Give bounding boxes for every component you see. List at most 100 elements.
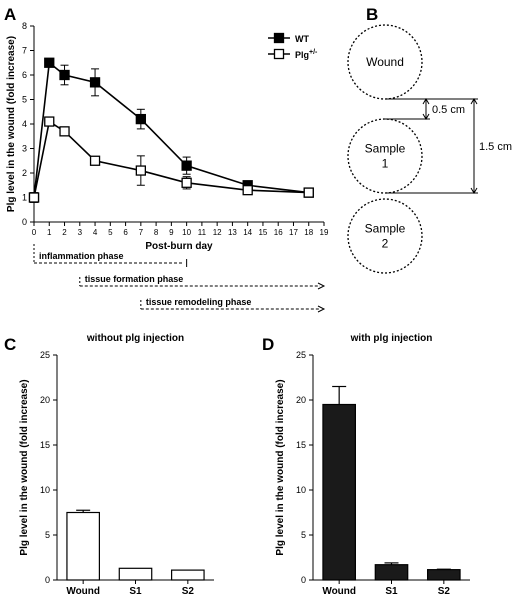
x-tick-label: 4 [93,228,98,237]
data-point [135,165,146,176]
panel-d-bar-chart: 0 5 10 15 20 25 with plg injection Plg level in… [275,333,470,597]
sample-circle [347,24,423,100]
x-tick-label: 12 [213,228,222,237]
series-line-2 [33,120,309,198]
y-tick-label: 8 [22,21,27,31]
x-axis-label: Post-burn day [145,241,213,252]
y-tick-label: 15 [296,440,306,450]
series-line-1 [33,61,309,198]
data-point [135,113,146,125]
legend-marker [273,48,285,60]
x-tick-label: 1 [47,228,52,237]
bar [374,564,409,581]
y-tick-label: 10 [296,485,306,495]
chart-title: with plg injection [350,333,433,344]
data-point [44,57,55,68]
y-tick-label: 10 [40,485,50,495]
panel-label-c: C [4,335,16,354]
bar [322,403,356,581]
y-tick-label: 20 [296,395,306,405]
x-tick-label: 16 [274,228,283,237]
y-tick-label: 0 [301,575,306,585]
phase-label: tissue remodeling phase [146,297,252,307]
phase-arrowhead [317,305,326,313]
legend-label: Plg+/- [295,49,318,60]
chart-title: without plg injection [86,333,184,344]
y-tick-label: 25 [40,350,50,360]
large-distance-arrow-head [470,187,478,194]
circle-label: 1 [382,157,389,171]
y-axis-label: Plg level in the wound (fold increase) [19,379,30,555]
y-tick-label: 5 [45,530,50,540]
y-tick-label: 20 [40,395,50,405]
y-tick-label: 1 [22,193,27,203]
phase-arrowhead [317,282,326,290]
x-tick-label: 0 [32,228,37,237]
x-tick-label: 18 [304,228,313,237]
y-tick-label: 0 [45,575,50,585]
bar [427,569,461,581]
data-point [59,69,70,81]
y-tick-label: 4 [22,119,27,129]
y-axis-label: Plg level in the wound (fold increase) [275,379,286,555]
panel-label-d: D [262,335,274,354]
data-point [59,126,70,137]
circle-label: Sample [365,222,406,236]
data-point [44,116,55,127]
x-tick-label: S2 [182,586,195,597]
x-tick-label: 10 [182,228,191,237]
legend-label: WT [295,34,309,44]
x-tick-label: 15 [258,228,267,237]
y-tick-label: 3 [22,144,27,154]
sample-circle [347,118,423,194]
x-tick-label: 5 [108,228,113,237]
y-tick-label: 7 [22,46,27,56]
x-tick-label: Wound [322,586,356,597]
x-tick-label: 11 [198,228,207,237]
bar [171,569,205,581]
x-tick-label: 2 [62,228,67,237]
y-tick-label: 6 [22,70,27,80]
phase-timeline: inflammation phase tissue formation phase… [33,244,326,313]
x-tick-label: 7 [139,228,144,237]
circle-label: Wound [366,55,404,69]
y-tick-label: 5 [301,530,306,540]
panel-label-a: A [4,5,16,24]
small-distance-label: 0.5 cm [432,104,465,116]
x-tick-label: 19 [320,228,329,237]
y-axis-label: Plg level in the wound (fold increase) [6,36,17,212]
x-tick-label: 9 [169,228,174,237]
small-distance-arrow-head [422,113,430,120]
sample-circle [347,198,423,274]
x-tick-label: 14 [243,228,252,237]
small-distance-arrow-head [422,98,430,105]
data-point [181,177,192,188]
data-point [89,155,101,166]
data-point [89,77,101,88]
data-point [181,160,192,171]
panel-c-bar-chart: 0 5 10 15 20 25 without plg injection Plg level… [19,333,214,597]
large-distance-label: 1.5 cm [479,141,512,153]
y-tick-label: 25 [296,350,306,360]
y-tick-label: 15 [40,440,50,450]
x-tick-label: 17 [289,228,298,237]
phase-label: tissue formation phase [85,274,184,284]
phase-label: inflammation phase [39,251,124,261]
y-tick-label: 0 [22,217,27,227]
circle-label: 2 [382,237,389,251]
x-tick-label: Wound [66,586,100,597]
y-tick-label: 5 [22,95,27,105]
x-tick-label: S1 [129,586,142,597]
x-tick-label: 6 [123,228,128,237]
data-point [242,184,253,196]
x-tick-label: S1 [385,586,398,597]
data-point [303,187,314,198]
bar [66,511,100,581]
panel-label-b: B [366,5,378,24]
circle-label: Sample [365,142,406,156]
x-tick-label: 3 [78,228,83,237]
